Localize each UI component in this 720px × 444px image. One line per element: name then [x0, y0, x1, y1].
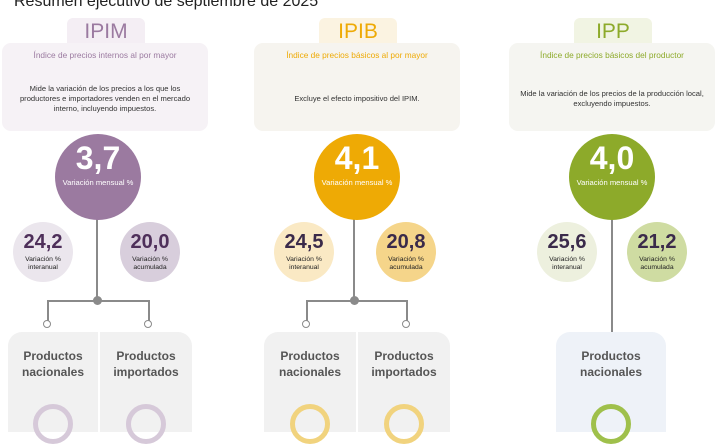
ipim-description: Mide la variación de los precios a los q…	[19, 83, 191, 113]
ipp-connector-vertical	[611, 208, 613, 340]
ipim-monthly-label: Variación mensual %	[62, 178, 134, 187]
ipib-monthly-value: 4,1	[334, 140, 380, 176]
ipim-products-nacionales: Productos nacionales	[8, 332, 98, 444]
ipim-column: IPIM Índice de precios internos al por m…	[2, 18, 210, 444]
ipim-products-nacionales-label: Productos nacionales	[21, 349, 85, 379]
ipib-nacionales-ring	[290, 404, 330, 444]
ipib-products-importados: Productos importados	[358, 332, 450, 444]
ipp-acumulada-label: Variación % acumulada	[639, 256, 675, 271]
ipp-column: IPP Índice de precios básicos del produc…	[509, 18, 717, 444]
ipim-connector-vertical	[96, 208, 98, 300]
ipim-tab: IPIM	[67, 18, 145, 45]
ipim-acumulada-label: Variación % acumulada	[132, 256, 168, 271]
ipim-acumulada-value: 20,0	[130, 231, 170, 253]
ipp-description: Mide la variación de los precios de la p…	[520, 88, 704, 108]
ipp-products-nacionales: Productos nacionales	[556, 332, 666, 444]
ipib-acumulada-value: 20,8	[386, 231, 426, 253]
ipib-interanual-value: 24,5	[284, 231, 324, 253]
ipp-tab: IPP	[574, 18, 652, 45]
ipib-monthly-label: Variación mensual %	[321, 178, 393, 187]
ipib-column: IPIB Índice de precios básicos al por ma…	[254, 18, 462, 444]
ipp-products-nacionales-label: Productos nacionales	[579, 349, 643, 379]
ipp-monthly-label: Variación mensual %	[576, 178, 648, 187]
ipp-interanual-circle: 25,6 Variación % interanual	[537, 222, 597, 282]
ipp-acumulada-value: 21,2	[637, 231, 677, 253]
ipim-connector-end-right	[144, 320, 152, 328]
ipim-interanual-label: Variación % interanual	[25, 256, 61, 271]
ipim-monthly-circle: 3,7 Variación mensual %	[55, 134, 141, 220]
ipim-connector-left	[47, 300, 49, 322]
ipim-interanual-value: 24,2	[23, 231, 63, 253]
ipib-importados-ring	[384, 404, 424, 444]
ipim-card: Índice de precios internos al por mayor …	[2, 43, 208, 131]
ipp-nacionales-ring	[591, 404, 631, 444]
ipib-connector-vertical	[353, 208, 355, 300]
ipib-monthly-circle: 4,1 Variación mensual %	[314, 134, 400, 220]
ipib-connector-left	[306, 300, 308, 322]
ipib-interanual-circle: 24,5 Variación % interanual	[274, 222, 334, 282]
ipib-description: Excluye el efecto impositivo del IPIM.	[294, 93, 420, 103]
ipib-tab: IPIB	[319, 18, 397, 45]
ipib-card: Índice de precios básicos al por mayor E…	[254, 43, 460, 131]
ipp-monthly-value: 4,0	[589, 140, 635, 176]
ipp-interanual-value: 25,6	[547, 231, 587, 253]
ipp-acumulada-circle: 21,2 Variación % acumulada	[627, 222, 687, 282]
ipib-connector-end-left	[302, 320, 310, 328]
ipim-products-importados: Productos importados	[100, 332, 192, 444]
ipp-interanual-label: Variación % interanual	[549, 256, 585, 271]
ipib-interanual-label: Variación % interanual	[286, 256, 322, 271]
ipim-importados-ring	[126, 404, 166, 444]
ipib-products-importados-label: Productos importados	[371, 349, 437, 379]
ipim-connector-right	[148, 300, 150, 322]
ipib-subtitle: Índice de precios básicos al por mayor	[286, 50, 428, 60]
ipp-subtitle: Índice de precios básicos del productor	[540, 50, 684, 60]
page-title: Resumen ejecutivo de septiembre de 2025	[14, 0, 319, 10]
ipib-connector-horizontal	[306, 300, 408, 302]
ipim-nacionales-ring	[33, 404, 73, 444]
ipim-interanual-circle: 24,2 Variación % interanual	[13, 222, 73, 282]
ipim-monthly-value: 3,7	[75, 140, 121, 176]
ipp-card: Índice de precios básicos del productor …	[509, 43, 715, 131]
ipib-products-nacionales: Productos nacionales	[264, 332, 356, 444]
ipim-subtitle: Índice de precios internos al por mayor	[33, 50, 177, 60]
ipp-monthly-circle: 4,0 Variación mensual %	[569, 134, 655, 220]
ipim-products-importados-label: Productos importados	[113, 349, 179, 379]
ipim-connector-end-left	[43, 320, 51, 328]
ipim-connector-horizontal	[47, 300, 150, 302]
ipib-connector-end-right	[402, 320, 410, 328]
ipib-acumulada-circle: 20,8 Variación % acumulada	[376, 222, 436, 282]
ipib-products-nacionales-label: Productos nacionales	[278, 349, 342, 379]
ipim-acumulada-circle: 20,0 Variación % acumulada	[120, 222, 180, 282]
ipib-acumulada-label: Variación % acumulada	[388, 256, 424, 271]
ipib-connector-right	[406, 300, 408, 322]
